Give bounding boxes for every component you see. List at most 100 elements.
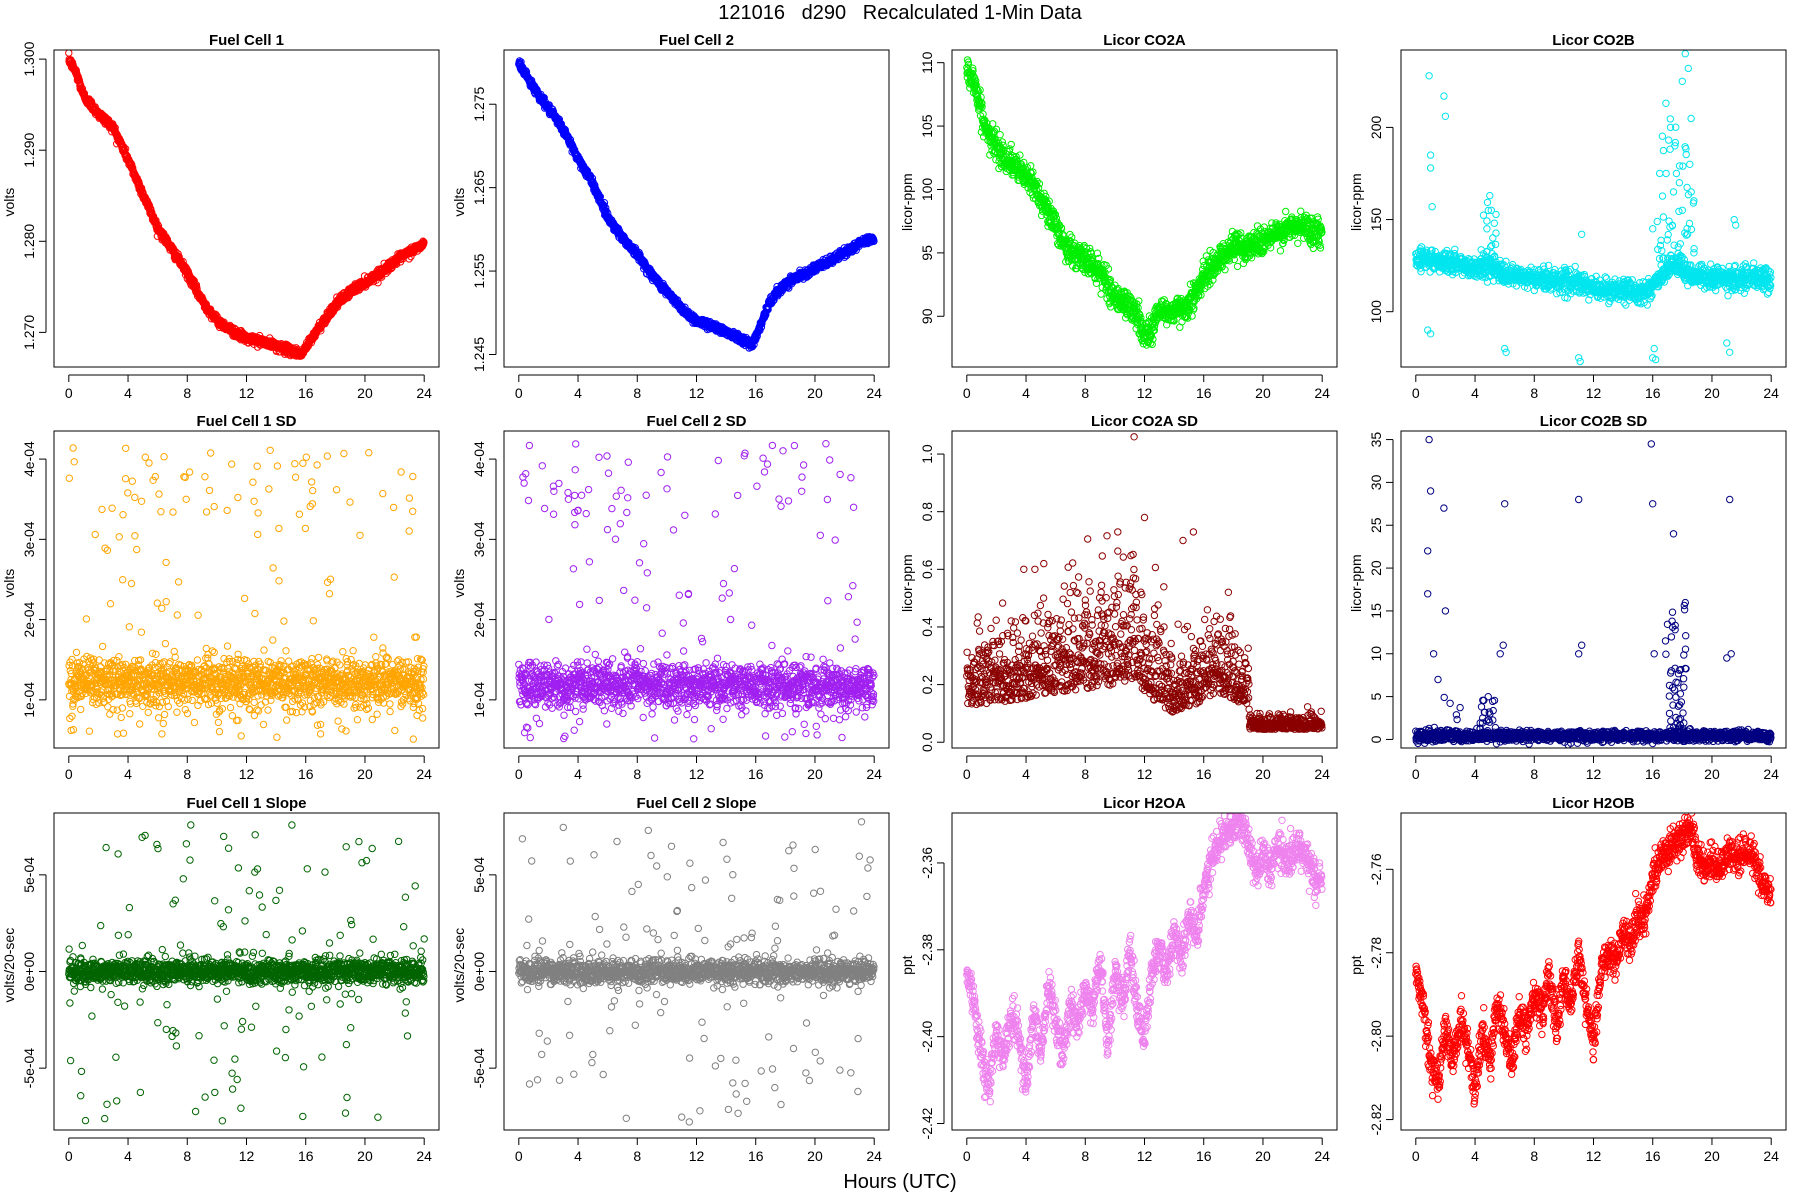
data-point — [1137, 314, 1145, 322]
data-point — [1042, 192, 1050, 201]
data-point — [1035, 180, 1044, 188]
data-point — [1539, 262, 1548, 270]
data-point — [72, 66, 80, 74]
y-axis-label: licor-ppm — [899, 173, 915, 231]
y-tick-label: 1.290 — [21, 132, 37, 167]
data-point — [1488, 241, 1496, 250]
data-point — [998, 145, 1006, 153]
data-point — [1092, 279, 1101, 287]
data-point — [1094, 262, 1103, 270]
data-point — [1104, 265, 1113, 273]
data-point — [1297, 207, 1305, 215]
data-point — [121, 145, 130, 153]
data-point — [78, 84, 87, 93]
data-point — [420, 238, 428, 246]
data-point — [1012, 152, 1020, 161]
data-point — [1250, 228, 1258, 237]
x-tick-label: 24 — [416, 385, 432, 401]
x-tick-label: 4 — [574, 385, 582, 401]
x-tick-label: 0 — [65, 385, 73, 401]
data-point — [996, 131, 1004, 139]
data-point — [1068, 233, 1076, 241]
x-tick-label: 4 — [1022, 385, 1030, 401]
x-tick-label: 8 — [183, 385, 191, 401]
y-tick-label: 1.300 — [21, 41, 37, 76]
data-point — [969, 67, 977, 75]
data-point — [1184, 314, 1192, 322]
data-point — [1147, 339, 1155, 347]
x-tick-label: 20 — [357, 385, 373, 401]
y-tick-label: 1.275 — [471, 86, 487, 121]
data-point — [1029, 168, 1037, 176]
data-point — [1135, 297, 1143, 305]
data-point — [1163, 321, 1171, 329]
data-point — [65, 50, 73, 57]
data-point — [602, 204, 610, 212]
data-point — [969, 64, 977, 72]
x-tick-label: 8 — [1081, 385, 1089, 401]
chart-title: Licor CO2B — [1552, 32, 1635, 49]
data-point — [1231, 230, 1240, 239]
data-point — [1303, 214, 1311, 223]
x-axis: 0 4 8 12 16 20 24 — [963, 374, 1330, 401]
data-point — [1237, 229, 1245, 237]
data-point — [1052, 214, 1061, 223]
data-point — [1233, 262, 1242, 271]
x-tick-label: 16 — [298, 385, 314, 401]
data-point — [1530, 286, 1539, 295]
data-point — [1168, 312, 1177, 321]
data-point — [1150, 322, 1159, 330]
data-point — [998, 138, 1006, 146]
data-point — [1221, 266, 1229, 274]
data-point — [994, 143, 1003, 151]
data-point — [972, 77, 980, 85]
data-point — [600, 199, 609, 207]
data-point — [1186, 280, 1195, 288]
x-tick-label: 20 — [1255, 385, 1271, 401]
data-point — [1008, 152, 1017, 160]
x-tick-label: 8 — [633, 385, 641, 401]
chart-title: Licor CO2A — [1103, 32, 1186, 49]
data-point — [1055, 222, 1064, 230]
data-point — [549, 107, 558, 116]
data-point — [374, 279, 382, 287]
data-point — [964, 60, 973, 69]
data-point — [1097, 290, 1105, 298]
data-point — [1149, 335, 1157, 343]
y-tick-label: 90 — [919, 308, 935, 324]
x-tick-label: 12 — [239, 385, 255, 401]
data-point — [976, 86, 984, 94]
data-point — [964, 58, 972, 66]
data-point — [1498, 260, 1506, 268]
y-tick-label: 1.265 — [471, 170, 487, 205]
data-point — [973, 92, 981, 100]
data-points — [1412, 50, 1775, 366]
data-point — [162, 234, 171, 242]
data-point — [1260, 247, 1268, 256]
data-point — [992, 125, 1001, 134]
data-point — [994, 139, 1003, 147]
data-point — [1027, 162, 1035, 170]
data-point — [1526, 268, 1534, 276]
x-axis: 0 4 8 12 16 20 24 — [65, 374, 432, 401]
data-points — [963, 56, 1326, 349]
y-axis-label: volts — [1, 188, 17, 217]
data-point — [1282, 207, 1290, 216]
x-tick-label: 4 — [124, 385, 132, 401]
x-tick-label: 0 — [515, 385, 523, 401]
data-point — [1016, 151, 1024, 159]
data-points — [65, 50, 428, 360]
y-axis-label: volts — [451, 188, 467, 217]
data-point — [1315, 237, 1323, 245]
data-point — [1478, 273, 1487, 281]
x-tick-label: 16 — [748, 385, 764, 401]
data-point — [1256, 225, 1265, 233]
data-point — [1220, 256, 1228, 265]
data-point — [1093, 249, 1102, 257]
data-point — [1225, 257, 1234, 265]
x-tick-label: 24 — [1314, 385, 1330, 401]
